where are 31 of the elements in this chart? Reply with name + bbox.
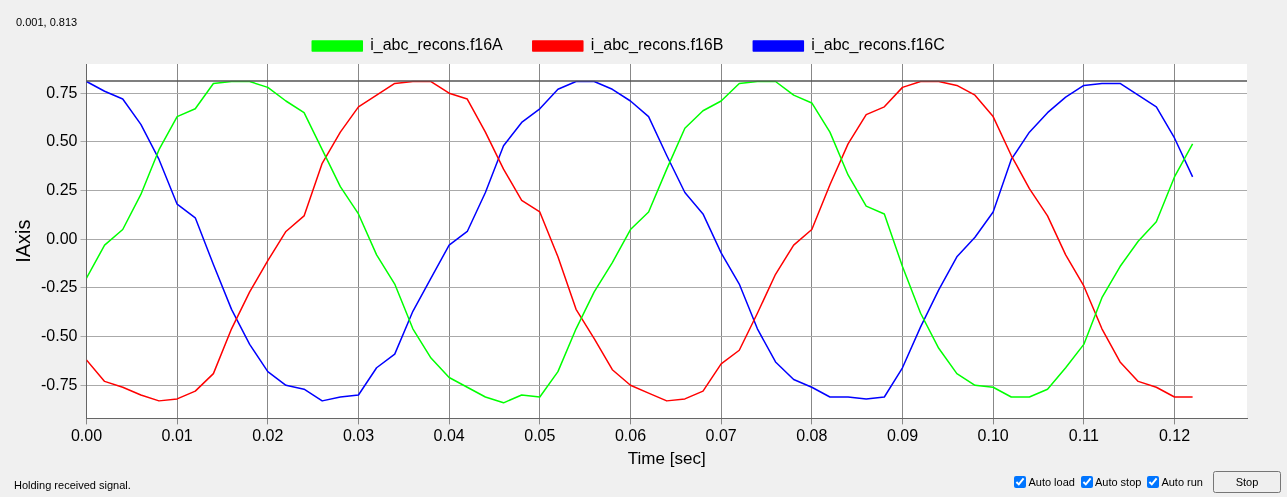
x-axis-title: Time [sec] bbox=[627, 449, 706, 469]
legend-label: i_abc_recons.f16B bbox=[590, 36, 724, 55]
x-tick-label: 0.00 bbox=[70, 427, 103, 445]
y-tick-label: -0.50 bbox=[41, 327, 78, 345]
x-tick-label: 0.09 bbox=[886, 427, 919, 445]
text: Auto stop bbox=[1094, 476, 1142, 488]
x-tick-label: 0.06 bbox=[614, 427, 647, 445]
x-tick-label: 0.02 bbox=[252, 427, 284, 445]
y-tick-label: -0.25 bbox=[41, 278, 78, 296]
x-tick-label: 0.10 bbox=[977, 427, 1009, 445]
legend-label: i_abc_recons.f16A bbox=[370, 36, 504, 55]
y-axis-title: IAxis bbox=[11, 219, 34, 263]
y-tick-label: 0.00 bbox=[46, 229, 78, 247]
x-tick-label: 0.03 bbox=[342, 427, 375, 445]
x-tick-label: 0.08 bbox=[796, 427, 828, 445]
x-tick-label: 0.01 bbox=[161, 427, 193, 445]
text: 0.001, 0.813 bbox=[16, 16, 78, 28]
x-tick-label: 0.07 bbox=[705, 427, 737, 445]
y-tick-label: 0.25 bbox=[46, 180, 78, 198]
x-tick-label: 0.05 bbox=[524, 427, 556, 445]
y-tick-label: -0.75 bbox=[41, 375, 78, 393]
legend-label: i_abc_recons.f16C bbox=[811, 36, 945, 55]
x-tick-label: 0.12 bbox=[1158, 427, 1191, 445]
x-tick-label: 0.04 bbox=[433, 427, 465, 445]
text: Auto load bbox=[1028, 476, 1075, 488]
x-tick-label: 0.11 bbox=[1068, 427, 1099, 445]
y-tick-label: 0.75 bbox=[46, 83, 78, 101]
text: Holding received signal. bbox=[14, 479, 131, 491]
button[interactable]: Stop bbox=[1213, 471, 1281, 493]
text: Auto run bbox=[1161, 476, 1203, 488]
y-tick-label: 0.50 bbox=[46, 132, 78, 150]
